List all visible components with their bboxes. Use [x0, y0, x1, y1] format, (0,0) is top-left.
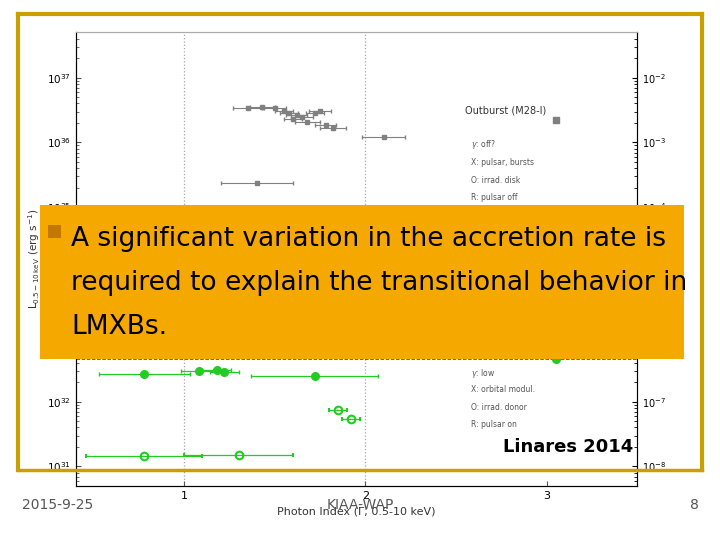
Bar	[48, 225, 61, 238]
Text: 2015-9-25: 2015-9-25	[22, 498, 93, 512]
Text: 8: 8	[690, 498, 698, 512]
Text: KIAA-WAP: KIAA-WAP	[326, 498, 394, 512]
FancyBboxPatch shape	[40, 205, 684, 359]
Text: X: orbital modul.: X: orbital modul.	[471, 385, 534, 394]
Text: X: pulsar, bursts: X: pulsar, bursts	[471, 158, 534, 167]
Text: O: irrad. donor: O: irrad. donor	[471, 403, 526, 412]
Text: required to explain the transitional behavior in: required to explain the transitional beh…	[71, 270, 688, 296]
Text: R: pulsar off: R: pulsar off	[471, 193, 517, 202]
Text: $\gamma$: off?: $\gamma$: off?	[471, 138, 495, 151]
Text: $\gamma$: low: $\gamma$: low	[471, 367, 495, 380]
Text: R: pulsar on: R: pulsar on	[471, 421, 516, 429]
Text: A significant variation in the accretion rate is: A significant variation in the accretion…	[71, 226, 666, 252]
Y-axis label: $\dot{m}$ / $\dot{m}_{\rm Edd}$: $\dot{m}$ / $\dot{m}_{\rm Edd}$	[670, 238, 685, 281]
Y-axis label: L$_{\rm 0.5-10\,keV}$ (erg s$^{-1}$): L$_{\rm 0.5-10\,keV}$ (erg s$^{-1}$)	[27, 209, 42, 309]
Text: Linares 2014: Linares 2014	[503, 438, 634, 456]
X-axis label: Photon Index (Γ; 0.5-10 keV): Photon Index (Γ; 0.5-10 keV)	[277, 507, 436, 516]
Text: Pulsar: Pulsar	[465, 346, 495, 356]
Text: O: irrad. disk: O: irrad. disk	[471, 176, 520, 185]
Text: Outburst (M28-I): Outburst (M28-I)	[465, 105, 546, 116]
Text: LMXBs.: LMXBs.	[71, 314, 168, 340]
